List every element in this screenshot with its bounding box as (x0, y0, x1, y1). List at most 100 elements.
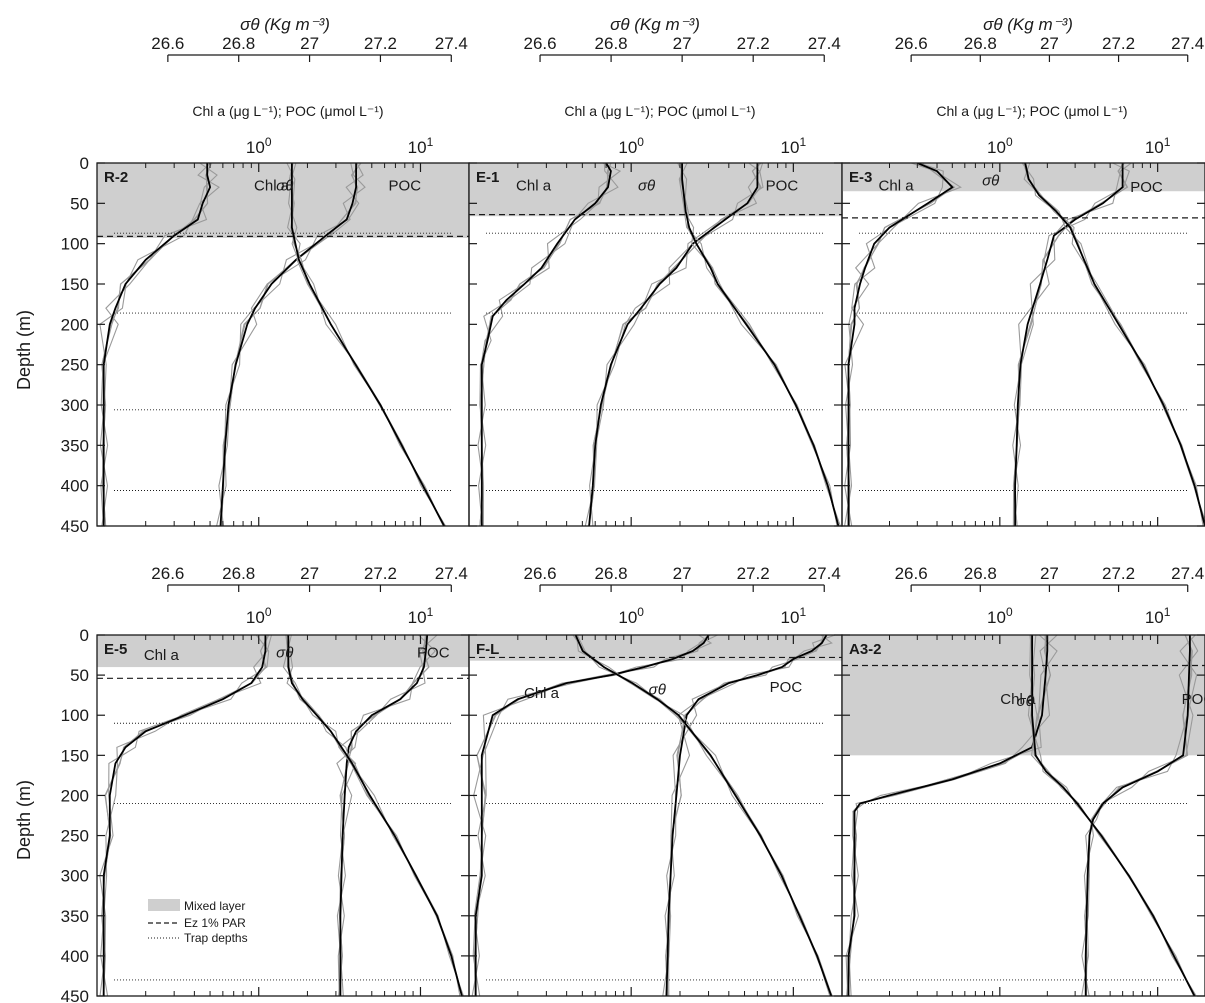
series-annotation: Chl a (524, 685, 560, 702)
concentration-tick-label: 101 (408, 605, 434, 627)
depth-tick-label: 350 (61, 436, 89, 455)
replicate-profile (1081, 635, 1198, 996)
series-annotation: σθ (1017, 693, 1034, 710)
replicate-profile (844, 163, 962, 526)
sigma-tick-label: 26.8 (595, 34, 628, 53)
concentration-tick-label: 100 (246, 605, 272, 627)
panel-frame (841, 634, 1205, 997)
mixed-layer-band (842, 635, 1205, 756)
replicate-profile (845, 635, 1058, 996)
replicate-profile (285, 635, 463, 996)
replicate-profile (588, 163, 762, 526)
sigma-tick-label: 27.2 (1102, 564, 1135, 583)
mixed-layer-band (469, 163, 842, 217)
replicate-profile (286, 163, 447, 526)
concentration-tick-label: 101 (781, 135, 807, 157)
sigma-tick-label: 27.4 (1171, 564, 1204, 583)
series-annotation: σθ (649, 682, 666, 699)
sigma-tick-label: 27.2 (737, 34, 770, 53)
mean-profile-sigma (1024, 163, 1205, 526)
legend-trap-label: Trap depths (184, 931, 248, 945)
depth-tick-label: 150 (61, 275, 89, 294)
replicate-profile (336, 635, 436, 996)
replicate-profile (288, 163, 445, 526)
panel-frame (468, 162, 843, 527)
figure-titles: σθ (Kg m⁻³) σθ (Kg m⁻³) σθ (Kg m⁻³) Chl … (14, 15, 1128, 860)
depth-tick-label: 200 (61, 315, 89, 334)
sigma-tick-label: 26.6 (895, 564, 928, 583)
series-annotation: POC (389, 178, 422, 195)
replicate-profile (576, 635, 833, 996)
concentration-tick-label: 100 (987, 135, 1013, 157)
replicate-profile (478, 163, 619, 526)
replicate-profile (216, 163, 366, 526)
concentration-tick-label: 101 (1145, 605, 1171, 627)
sigma-tick-label: 27 (300, 34, 319, 53)
panel-e-1: 26.6 26.8 27 27.2 27.4 100 101 E-1 Chl a σθ POC (468, 34, 843, 527)
replicate-profile (477, 163, 622, 526)
sigma-tick-label: 27.4 (808, 564, 841, 583)
series-annotation: POC (1182, 691, 1205, 708)
mixed-layer-band (97, 163, 469, 239)
depth-tick-label: 0 (80, 626, 89, 645)
mean-profile-sigma (291, 163, 445, 526)
depth-tick-label: 200 (61, 786, 89, 805)
depth-tick-label: 300 (61, 867, 89, 886)
depth-tick-label: 450 (61, 517, 89, 536)
depth-axis-title: Depth (m) (14, 780, 34, 860)
depth-tick-label: 100 (61, 235, 89, 254)
series-annotation: Chl a (254, 178, 290, 195)
concentration-axis-title: Chl a (μg L⁻¹); POC (μmol L⁻¹) (564, 103, 755, 119)
replicate-profile (285, 635, 463, 996)
series-annotation: POC (770, 679, 803, 696)
sigma-tick-label: 27.2 (737, 564, 770, 583)
concentration-axis-title: Chl a (μg L⁻¹); POC (μmol L⁻¹) (192, 103, 383, 119)
mean-profile-sigma (287, 635, 463, 996)
legend-mixed-swatch (148, 899, 180, 911)
sigma-tick-label: 27.4 (435, 564, 468, 583)
replicate-profile (844, 163, 944, 526)
series-annotation: Chl a (144, 647, 180, 664)
sigma-tick-label: 27 (673, 564, 692, 583)
legend-ez-label: Ez 1% PAR (184, 916, 246, 930)
depth-tick-label: 400 (61, 477, 89, 496)
mean-profile-chl-a (474, 635, 710, 996)
sigma-tick-label: 26.8 (222, 34, 255, 53)
replicate-profile (336, 635, 438, 996)
mean-profile-chl-a (480, 163, 612, 526)
sigma-axis-title: σθ (Kg m⁻³) (983, 15, 1073, 34)
sigma-tick-label: 27.2 (364, 564, 397, 583)
replicate-profile (1013, 163, 1129, 526)
mean-profile-chl-a (102, 635, 267, 996)
replicate-profile (1012, 163, 1128, 526)
concentration-axis-title: Chl a (μg L⁻¹); POC (μmol L⁻¹) (936, 103, 1127, 119)
replicate-profile (100, 163, 218, 526)
depth-tick-label: 400 (61, 947, 89, 966)
depth-tick-label: 150 (61, 746, 89, 765)
plot-area (471, 635, 836, 996)
sigma-axis-title: σθ (Kg m⁻³) (240, 15, 330, 34)
replicate-profile (286, 635, 461, 996)
depth-tick-label: 100 (61, 706, 89, 725)
series-annotation: Chl a (516, 178, 552, 195)
replicate-profile (100, 635, 273, 996)
replicate-profile (678, 163, 838, 526)
depth-axis-title: Depth (m) (14, 310, 34, 390)
sigma-tick-label: 27 (1040, 564, 1059, 583)
panel-station-label: A3-2 (849, 641, 882, 658)
sigma-tick-label: 27 (300, 564, 319, 583)
replicate-profile (589, 163, 764, 526)
plot-area (477, 163, 841, 526)
mean-profile-poc (339, 635, 429, 996)
concentration-tick-label: 101 (408, 135, 434, 157)
panel-e-3: 26.6 26.8 27 27.2 27.4 100 101 E-3 Chl a σθ POC (841, 34, 1205, 527)
mixed-layer-band (469, 635, 842, 661)
concentration-tick-label: 100 (987, 605, 1013, 627)
series-annotation: σθ (276, 178, 293, 195)
panel-a3-2: 26.6 26.8 27 27.2 27.4 100 101 A3-2 Chl aσθ POC (841, 564, 1205, 997)
mixed-layer-band (97, 635, 469, 668)
series-annotation: POC (417, 645, 450, 662)
replicate-profile (287, 635, 463, 996)
mean-profile-sigma (1031, 635, 1196, 996)
